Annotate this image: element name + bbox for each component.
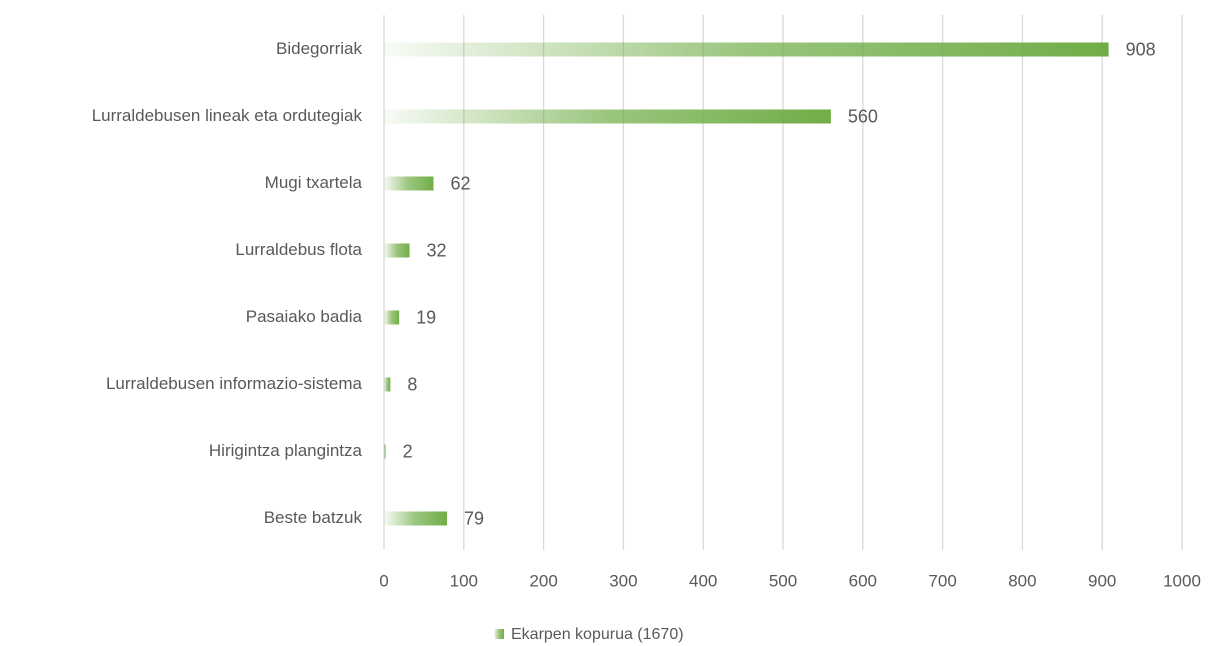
bar <box>384 310 400 325</box>
data-label: 62 <box>450 173 470 193</box>
y-tick-label: Hirigintza plangintza <box>209 441 363 460</box>
x-tick-label: 1000 <box>1163 571 1201 590</box>
data-label: 908 <box>1126 39 1156 59</box>
legend-swatch <box>494 629 504 639</box>
y-tick-label: Lurraldebusen lineak eta ordutegiak <box>92 106 363 125</box>
x-tick-label: 900 <box>1088 571 1116 590</box>
data-label: 19 <box>416 307 436 327</box>
bar <box>384 511 448 526</box>
y-tick-label: Beste batzuk <box>264 508 363 527</box>
x-tick-label: 700 <box>928 571 956 590</box>
x-tick-label: 600 <box>849 571 877 590</box>
data-label: 8 <box>407 374 417 394</box>
bar <box>384 377 391 392</box>
y-tick-label: Bidegorriak <box>276 39 362 58</box>
y-tick-label: Lurraldebusen informazio-sistema <box>106 374 363 393</box>
bar <box>384 42 1109 57</box>
bar <box>384 176 434 191</box>
y-tick-label: Pasaiako badia <box>246 307 363 326</box>
data-label: 2 <box>403 441 413 461</box>
bar <box>384 109 831 124</box>
x-tick-label: 800 <box>1008 571 1036 590</box>
y-tick-label: Lurraldebus flota <box>235 240 362 259</box>
x-tick-label: 100 <box>450 571 478 590</box>
x-tick-label: 300 <box>609 571 637 590</box>
x-tick-label: 200 <box>529 571 557 590</box>
data-label: 32 <box>427 240 447 260</box>
data-label: 560 <box>848 106 878 126</box>
x-tick-label: 500 <box>769 571 797 590</box>
bar <box>384 444 386 459</box>
x-tick-label: 0 <box>379 571 388 590</box>
legend-label: Ekarpen kopurua (1670) <box>511 626 684 643</box>
x-tick-label: 400 <box>689 571 717 590</box>
bar <box>384 243 410 258</box>
data-label: 79 <box>464 508 484 528</box>
y-tick-label: Mugi txartela <box>265 173 363 192</box>
